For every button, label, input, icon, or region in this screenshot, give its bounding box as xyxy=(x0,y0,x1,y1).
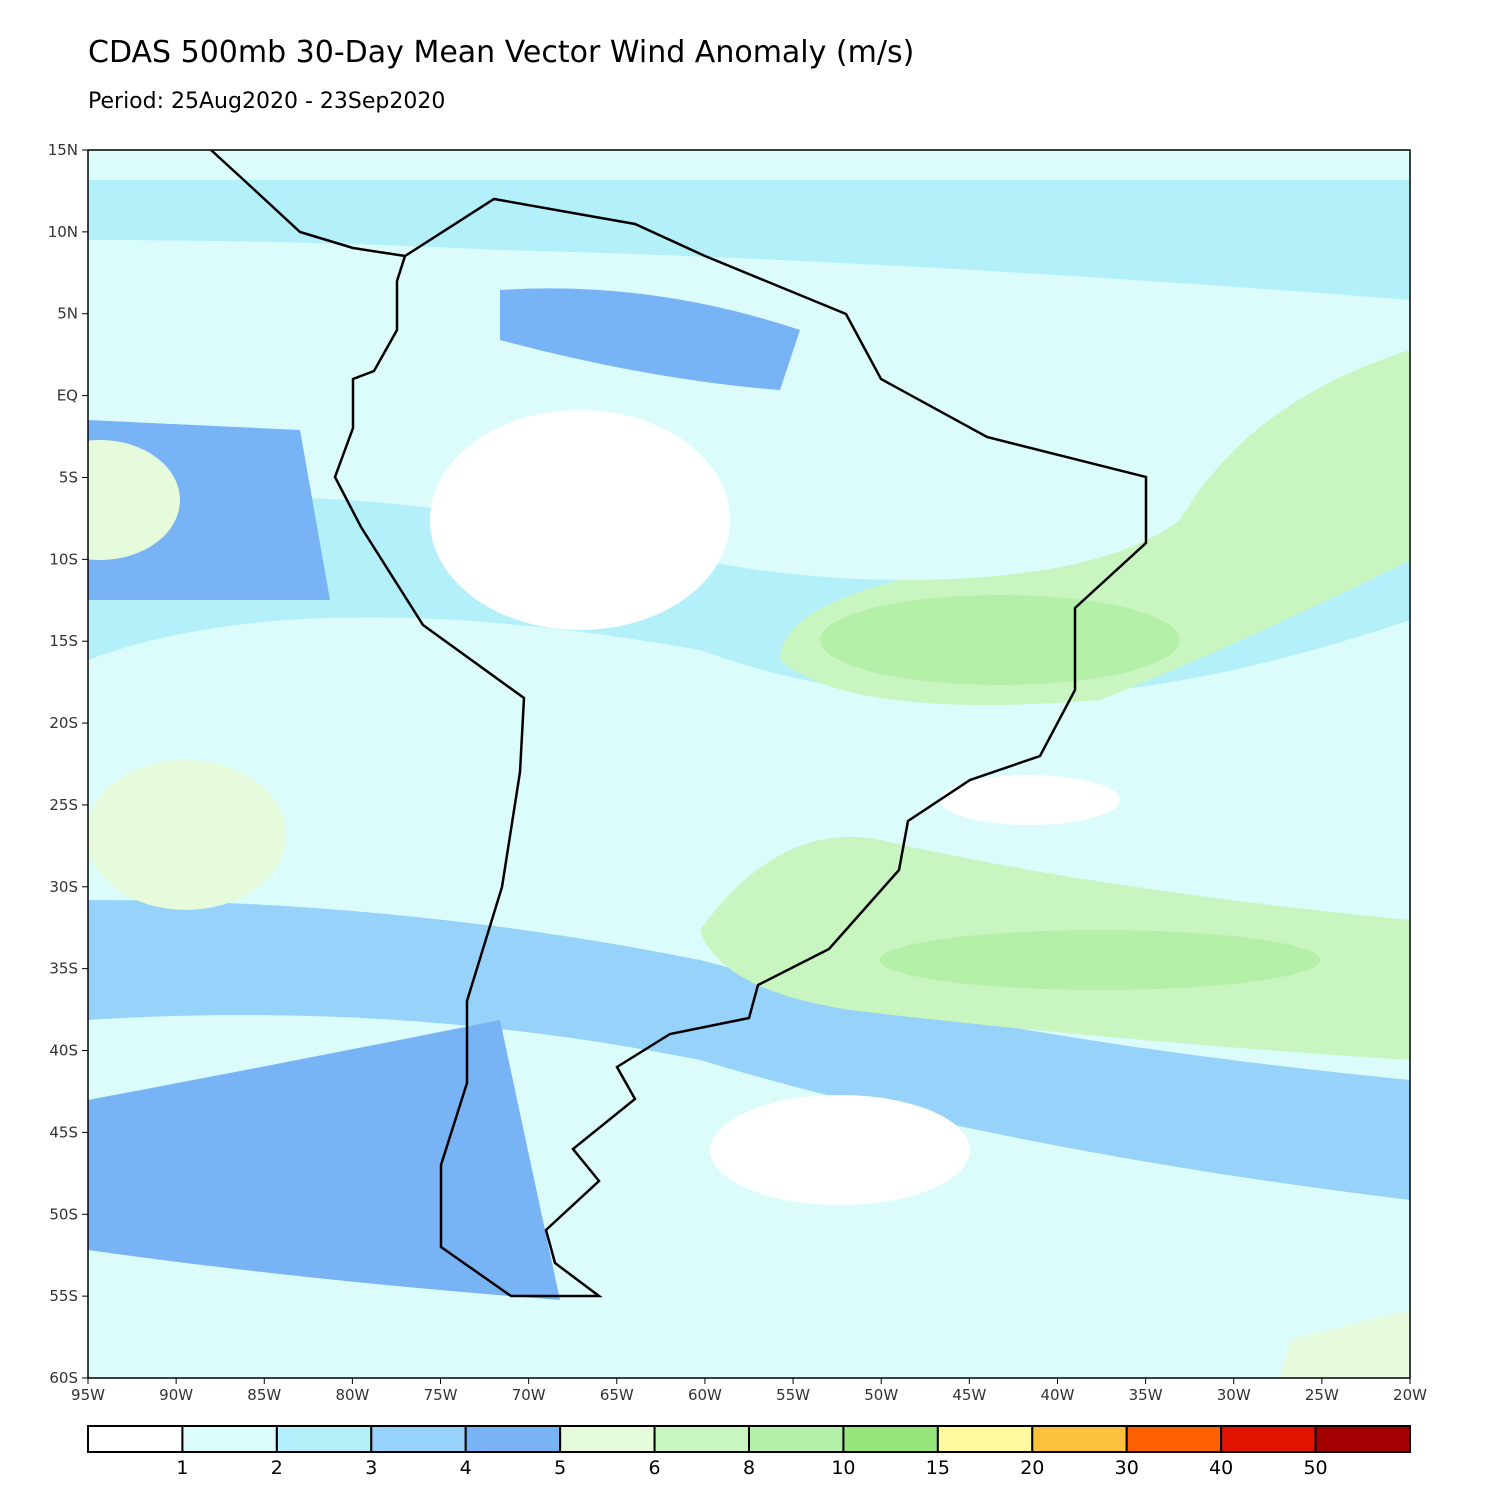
legend-label: 10 xyxy=(831,1457,855,1479)
legend-swatch xyxy=(1125,1425,1223,1453)
lat-label: 50S xyxy=(49,1205,78,1223)
lon-label: 35W xyxy=(1129,1386,1163,1404)
lat-label: 35S xyxy=(49,960,78,978)
legend-label: 3 xyxy=(365,1457,377,1479)
lon-label: 40W xyxy=(1041,1386,1075,1404)
legend-label: 15 xyxy=(926,1457,950,1479)
lat-label: 55S xyxy=(49,1287,78,1305)
lon-label: 80W xyxy=(335,1386,369,1404)
legend-swatch xyxy=(87,1425,184,1453)
legend-swatch xyxy=(370,1425,467,1453)
lon-label: 75W xyxy=(424,1386,458,1404)
legend-label: 20 xyxy=(1020,1457,1044,1479)
legend-label: 5 xyxy=(554,1457,566,1479)
lon-label: 45W xyxy=(952,1386,986,1404)
legend-swatch xyxy=(559,1425,656,1453)
map-field xyxy=(88,150,1410,1378)
axes: 15N 10N 5N EQ 5S 10S 15S 20S 25S 30S 35S 40S 45S 50S 5… xyxy=(48,141,1427,1404)
legend-label: 40 xyxy=(1209,1457,1233,1479)
color-legend: 1 2 3 4 5 6 8 10 15 20 30 40 50 xyxy=(87,1425,1411,1479)
map-frame xyxy=(87,149,1411,1379)
lon-label: 55W xyxy=(776,1386,810,1404)
legend-swatch xyxy=(1031,1425,1128,1453)
lat-label: 5N xyxy=(57,305,78,323)
lat-label: 60S xyxy=(49,1369,78,1387)
lat-label: 30S xyxy=(49,878,78,896)
lon-label: 20W xyxy=(1393,1386,1427,1404)
legend-label: 4 xyxy=(460,1457,472,1479)
lat-label: 45S xyxy=(49,1123,78,1141)
legend-swatch xyxy=(653,1425,750,1453)
legend-label: 1 xyxy=(176,1457,188,1479)
legend-swatch xyxy=(1314,1425,1411,1453)
lon-label: 25W xyxy=(1305,1386,1339,1404)
legend-label: 6 xyxy=(649,1457,661,1479)
legend-swatch xyxy=(181,1425,278,1453)
lat-label: 25S xyxy=(49,796,78,814)
legend-label: 30 xyxy=(1115,1457,1139,1479)
lon-label: 70W xyxy=(512,1386,546,1404)
legend-swatch xyxy=(842,1425,939,1453)
legend-swatch xyxy=(275,1425,373,1453)
lon-label: 85W xyxy=(247,1386,281,1404)
subtitle: Period: 25Aug2020 - 23Sep2020 xyxy=(88,89,445,114)
legend-swatch xyxy=(1220,1425,1317,1453)
lon-label: 30W xyxy=(1217,1386,1251,1404)
lat-label: 10N xyxy=(48,223,78,241)
lon-label: 95W xyxy=(71,1386,105,1404)
lat-label: 15N xyxy=(48,141,78,159)
legend-label: 8 xyxy=(743,1457,755,1479)
legend-swatch xyxy=(936,1425,1034,1453)
lat-label: EQ xyxy=(57,387,78,405)
legend-swatch xyxy=(464,1425,562,1453)
lat-label: 40S xyxy=(49,1042,78,1060)
legend-swatch xyxy=(748,1425,845,1453)
lon-label: 60W xyxy=(688,1386,722,1404)
lat-label: 15S xyxy=(49,632,78,650)
title: CDAS 500mb 30-Day Mean Vector Wind Anoma… xyxy=(88,35,914,70)
legend-label: 2 xyxy=(271,1457,283,1479)
lon-label: 65W xyxy=(600,1386,634,1404)
lat-label: 5S xyxy=(59,468,78,486)
lon-label: 50W xyxy=(864,1386,898,1404)
lon-label: 90W xyxy=(159,1386,193,1404)
lat-label: 10S xyxy=(49,550,78,568)
legend-label: 50 xyxy=(1303,1457,1327,1479)
lat-label: 20S xyxy=(49,714,78,732)
